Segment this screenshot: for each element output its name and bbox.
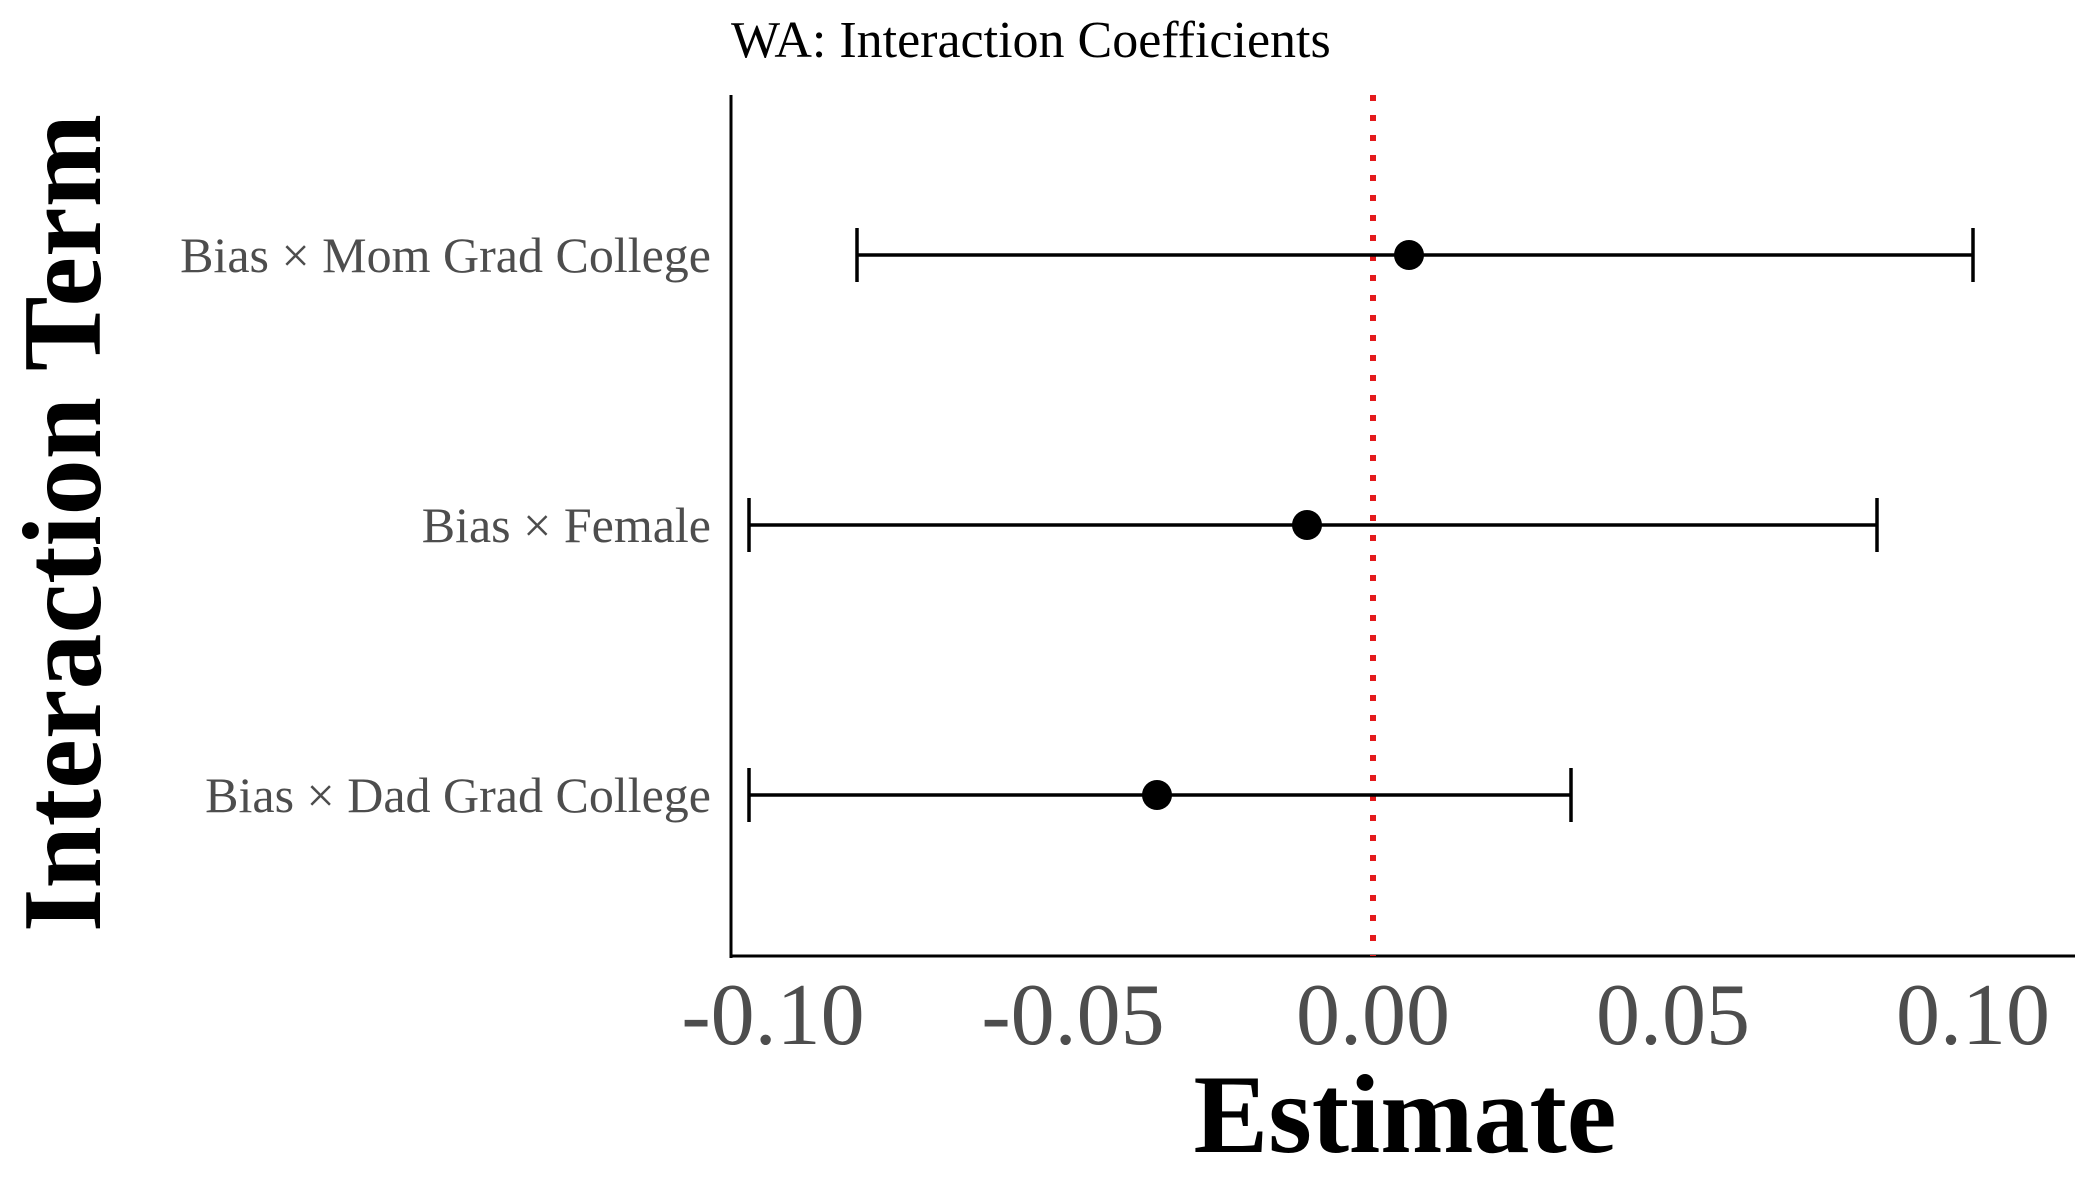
estimate-point xyxy=(1142,780,1172,810)
y-tick-label: Bias × Dad Grad College xyxy=(205,767,711,823)
x-tick-label: 0.10 xyxy=(1896,967,2050,1064)
estimate-point xyxy=(1292,510,1322,540)
x-tick-label: 0.00 xyxy=(1296,967,1450,1064)
y-tick-label: Bias × Mom Grad College xyxy=(180,227,711,283)
x-tick-label: 0.05 xyxy=(1596,967,1750,1064)
y-axis-label: Interaction Term xyxy=(1,114,125,932)
estimate-point xyxy=(1394,240,1424,270)
y-tick-label: Bias × Female xyxy=(422,497,711,553)
chart-title: WA: Interaction Coefficients xyxy=(731,12,1331,69)
x-axis-label: Estimate xyxy=(1193,1053,1616,1177)
x-tick-label: -0.05 xyxy=(981,967,1164,1064)
x-tick-label: -0.10 xyxy=(681,967,864,1064)
